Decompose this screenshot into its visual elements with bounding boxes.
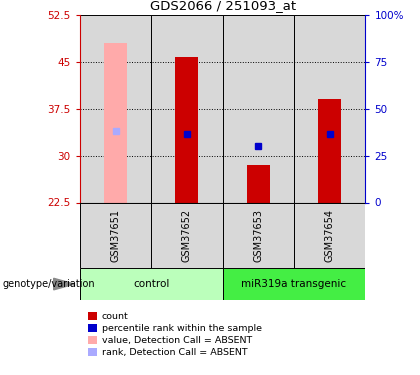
Bar — [223, 15, 294, 202]
Text: miR319a transgenic: miR319a transgenic — [241, 279, 346, 289]
Bar — [318, 99, 341, 202]
Bar — [80, 268, 223, 300]
Text: GSM37652: GSM37652 — [182, 209, 192, 262]
Bar — [294, 202, 365, 268]
Text: GSM37651: GSM37651 — [110, 209, 121, 262]
Bar — [294, 15, 365, 202]
Text: GSM37653: GSM37653 — [253, 209, 263, 262]
Title: GDS2066 / 251093_at: GDS2066 / 251093_at — [150, 0, 296, 12]
Bar — [151, 15, 223, 202]
Bar — [80, 15, 151, 202]
Bar — [151, 202, 223, 268]
Bar — [80, 202, 151, 268]
Polygon shape — [54, 278, 74, 290]
Bar — [247, 165, 270, 202]
Bar — [176, 57, 198, 202]
Text: control: control — [133, 279, 169, 289]
Bar — [104, 43, 127, 203]
Text: GSM37654: GSM37654 — [325, 209, 335, 262]
Bar — [223, 268, 365, 300]
Bar — [223, 202, 294, 268]
Legend: count, percentile rank within the sample, value, Detection Call = ABSENT, rank, : count, percentile rank within the sample… — [84, 309, 265, 361]
Text: genotype/variation: genotype/variation — [2, 279, 95, 289]
